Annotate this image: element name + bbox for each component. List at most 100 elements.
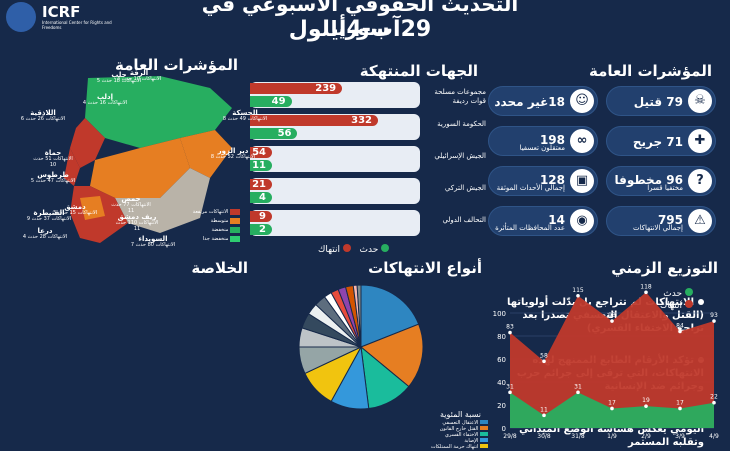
map-label-9: دمشق الانتهاكات 15 حدث 3	[52, 204, 98, 217]
map-label-7: دير الزور الانتهاكات 52 حدث 8	[210, 148, 256, 161]
timeline-legend-violation: انتهاك	[660, 300, 693, 312]
timeline-legend-violation-swatch	[684, 300, 693, 308]
map-region-stats: الانتهاكات 77 حدث 11	[111, 202, 151, 214]
map-region-name: حماة	[44, 149, 62, 157]
map-label-0: حلب الانتهاكات 18 حدث 5	[96, 72, 142, 85]
map-label-8: حمص الانتهاكات 77 حدث 11	[108, 196, 154, 215]
pie-slice	[360, 284, 420, 348]
actors-legend: حدث انتهاك	[318, 244, 390, 255]
map-label-2: إدلب الانتهاكات 16 حدث 4	[82, 93, 128, 107]
map-region-name: طرطوس	[37, 171, 69, 179]
x-tick-label: 4/9	[709, 433, 719, 440]
actor-violation-value: 9	[259, 211, 266, 222]
map-label-6: طرطوس الانتهاكات 47 حدث 5	[30, 171, 76, 185]
actor-violation-value: 239	[315, 83, 337, 94]
actor-event-value: 4	[259, 192, 266, 203]
indicator-value: 18غير محدد	[494, 95, 565, 109]
types-heading: أنواع الانتهاكات	[368, 259, 482, 277]
data-point	[678, 329, 682, 334]
map-label-10: ريف دمشق الانتهاكات 110 حدث 11	[114, 214, 160, 233]
actors-heading: الجهات المنتهكة	[359, 62, 478, 80]
map-region-stats: الانتهاكات 52 حدث 8	[210, 154, 256, 160]
map-region-name: السويداء	[138, 235, 168, 243]
actor-row: 54 11	[250, 146, 420, 172]
map-region-stats: الانتهاكات 10 حدث 3	[116, 76, 162, 82]
map-region-name: إدلب	[96, 93, 114, 101]
y-tick-label: 100	[493, 310, 506, 318]
question-icon: ?	[688, 169, 712, 193]
map-label-1: الرقة الانتهاكات 10 حدث 3	[116, 70, 162, 83]
data-point	[678, 406, 682, 411]
data-point	[508, 330, 512, 335]
actor-violation-bar: 21	[250, 179, 272, 190]
map-region-stats: الانتهاكات 49 حدث 8	[222, 116, 268, 122]
actor-name: الحكومة السورية	[437, 120, 486, 128]
warning-icon: ⚠	[688, 209, 712, 233]
map-region-name: الحسكة	[232, 109, 258, 117]
indicator-card: ☺ 18غير محدد	[488, 86, 598, 116]
actor-bar-track	[250, 210, 420, 236]
data-label: 17	[608, 399, 616, 406]
map-legend-label: منخفضة	[211, 227, 230, 233]
map-pin-icon: ◉	[570, 209, 594, 233]
map-label-11: القنيطرة الانتهاكات 37 حدث 9	[26, 210, 72, 223]
indicator-card: ∞ 198 معتقلون تعسفيا	[488, 126, 598, 156]
timeline-legend: حدث انتهاك	[660, 288, 693, 312]
map-heading: المؤشرات العامة	[114, 56, 238, 74]
types-legend-label: القتل خارج القانون	[439, 426, 480, 432]
y-tick-label: 20	[497, 402, 506, 410]
logo-subtext: International Center for Rights and Free…	[42, 20, 112, 30]
map-region-coast	[64, 148, 80, 186]
data-point	[644, 290, 648, 295]
map-label-3: الحسكة الانتهاكات 49 حدث 8	[222, 109, 268, 123]
y-tick-label: 80	[497, 333, 506, 341]
types-legend-row: القتل خارج القانون	[424, 426, 488, 432]
timeline-legend-event: حدث	[660, 288, 693, 300]
indicator-card: ⚠ 795 إجمالي الانتهاكات	[606, 206, 716, 236]
types-legend-label: الاعتقال التعسفي	[442, 420, 480, 426]
x-tick-label: 30/8	[537, 433, 551, 440]
map-label-4: اللاذقية الانتهاكات 26 حدث 6	[20, 109, 66, 123]
medical-cross-icon: ✚	[688, 129, 712, 153]
map-region-name: درعا	[37, 227, 53, 235]
actor-name: التحالف الدولي	[442, 216, 486, 224]
x-tick-label: 31/8	[571, 433, 585, 440]
actor-event-bar: 4	[250, 192, 272, 203]
series-area-0	[510, 292, 714, 428]
data-point	[508, 390, 512, 395]
data-label: 84	[676, 322, 684, 329]
types-legend-row: الإصابة	[424, 438, 488, 444]
data-label: 17	[676, 399, 684, 406]
map-region-stats: الانتهاكات 80 حدث 7	[130, 242, 176, 248]
data-label: 118	[640, 283, 652, 290]
legend-violation-swatch	[342, 244, 351, 252]
types-legend-swatch	[480, 420, 488, 424]
map-region-stats: الانتهاكات 28 حدث 4	[22, 234, 68, 240]
data-point	[542, 359, 546, 364]
data-label: 31	[506, 383, 514, 390]
data-point	[712, 400, 716, 405]
indicator-value: 71 جريح	[632, 135, 683, 149]
map-region-stats: الانتهاكات 16 حدث 4	[82, 100, 128, 106]
indicator-label: عدد المحافظات المتأثرة	[495, 224, 565, 232]
y-tick-label: 40	[497, 379, 506, 387]
map-legend-label: منخفضة جدا	[202, 236, 230, 242]
data-label: 31	[574, 383, 582, 390]
data-label: 58	[540, 352, 548, 359]
map-region-stats: الانتهاكات 51 حدث 10	[33, 156, 73, 168]
actor-violation-value: 21	[252, 179, 266, 190]
map-region-name: اللاذقية	[30, 109, 56, 117]
data-point	[576, 390, 580, 395]
data-point	[644, 404, 648, 408]
types-legend-swatch	[480, 444, 488, 448]
types-legend-swatch	[480, 432, 488, 436]
data-label: 22	[710, 394, 718, 401]
map-region-stats: الانتهاكات 47 حدث 5	[30, 178, 76, 184]
map-label-12: درعا الانتهاكات 28 حدث 4	[22, 227, 68, 241]
map-region-stats: الانتهاكات 110 حدث 11	[115, 220, 159, 232]
legend-event-swatch	[381, 244, 390, 252]
legend-event-label: حدث	[359, 245, 379, 255]
y-tick-label: 0	[502, 425, 506, 433]
actor-row: 239 49	[250, 82, 420, 108]
